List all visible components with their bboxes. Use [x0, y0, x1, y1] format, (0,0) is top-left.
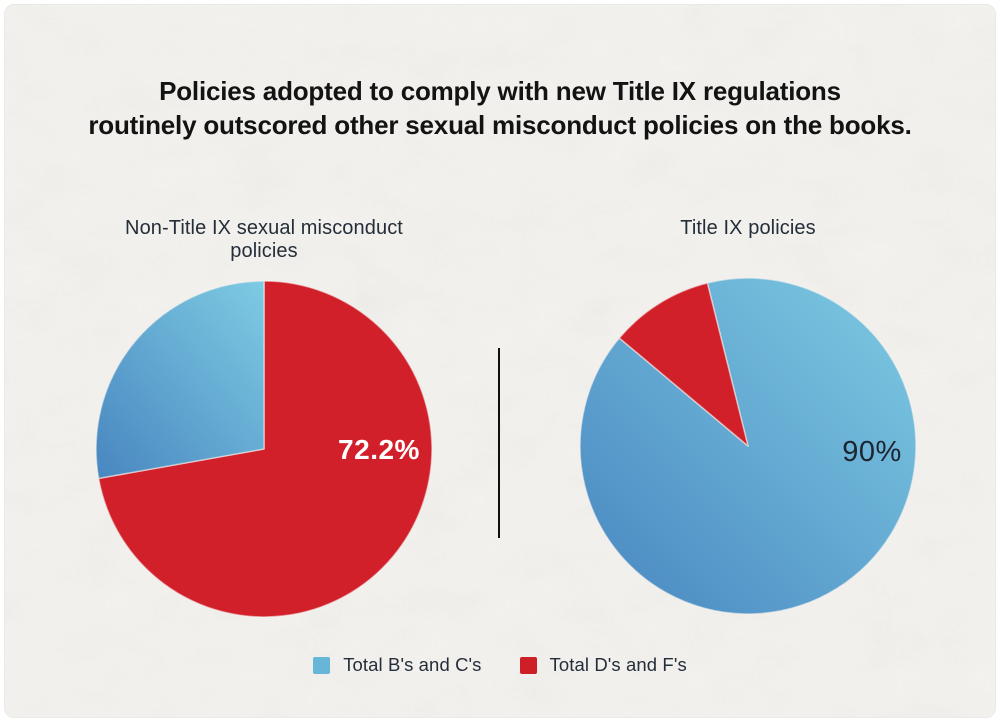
legend-red-label: Total D's and F's: [549, 654, 687, 675]
chart-title: Policies adopted to comply with new Titl…: [5, 74, 995, 142]
paper-card: Policies adopted to comply with new Titl…: [4, 4, 996, 718]
pie-slice-blue-bs-and-cs: [95, 280, 265, 480]
right-pie-percent-label: 90%: [842, 436, 902, 468]
left-pie-percent-label: 72.2%: [338, 434, 420, 465]
pie-slice-red-ds-and-fs: [97, 280, 433, 618]
chart-title-line-1: Policies adopted to comply with new Titl…: [159, 76, 841, 106]
legend-red-swatch-icon: [519, 656, 537, 674]
divider-line: [498, 348, 500, 538]
legend-item-red: Total D's and F's: [519, 654, 687, 676]
legend-blue-label: Total B's and C's: [343, 654, 482, 675]
right-pie-title: Title IX policies: [680, 217, 816, 239]
pie-slice-blue-bs-and-cs: [579, 277, 917, 615]
left-pie-title: Non-Title IX sexual misconduct policies: [125, 217, 403, 262]
pie-chart-non-title-ix: [95, 280, 433, 618]
chart-title-line-2: routinely outscored other sexual miscond…: [88, 110, 912, 140]
legend-item-blue: Total B's and C's: [313, 654, 481, 676]
pie-chart-title-ix: [579, 277, 917, 615]
legend: Total B's and C's Total D's and F's: [5, 654, 995, 676]
legend-blue-swatch-icon: [313, 656, 331, 674]
pie-slice-red-ds-and-fs: [618, 282, 749, 447]
